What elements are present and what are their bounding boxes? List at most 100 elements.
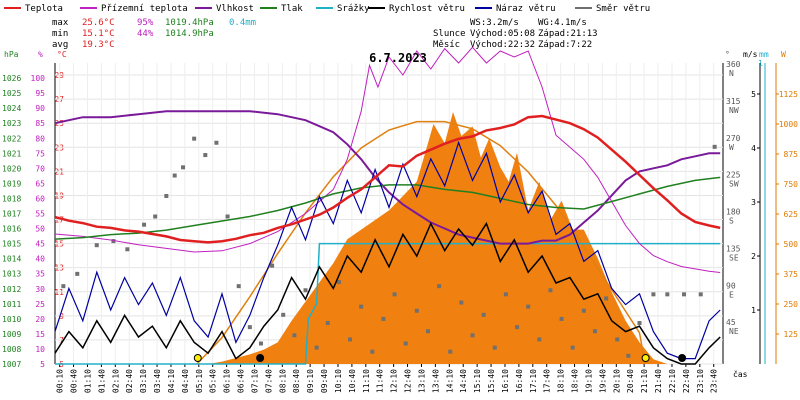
tick-dir: 90 [726,281,736,290]
tick-hpa: 1016 [2,225,21,234]
tick-dir: 225 [726,171,741,180]
tick-x: 07:40 [264,369,273,393]
tick-x: 19:10 [584,369,593,393]
tick-dir-cardinal: SW [729,180,739,189]
chart-title: 6.7.2023 [369,51,427,65]
tick-x: 15:40 [487,369,496,393]
tick-x: 12:10 [390,369,399,393]
tick-x: 09:10 [306,369,315,393]
wind-direction-point [392,292,397,297]
tick-hpa: 1010 [2,315,21,324]
stat-pressure: 1019.4hPa [165,18,214,28]
stat-rain: 0.4mm [229,18,256,28]
tick-pct: 15 [35,330,45,339]
tick-x: 04:40 [181,369,190,393]
tick-x: 14:10 [445,369,454,393]
wind-direction-point [192,136,197,141]
tick-dir-cardinal: NW [729,106,739,115]
tick-x: 05:10 [195,369,204,393]
tick-dir: 270 [726,134,741,143]
tick-x: 18:10 [557,369,566,393]
tick-x: 21:10 [640,369,649,393]
tick-hpa: 1019 [2,179,21,188]
info-sunset: Západ:21:13 [538,29,598,39]
tick-dir-cardinal: E [729,290,734,299]
wind-direction-point [111,239,116,244]
tick-x: 04:10 [167,369,176,393]
stat-pressure: 1014.9hPa [165,29,214,39]
axis-unit-mm: mm [759,50,769,59]
tick-pct: 5 [40,360,45,369]
tick-hpa: 1024 [2,104,21,113]
wind-direction-point [682,292,687,297]
tick-hpa: 1015 [2,240,21,249]
tick-dir: 45 [726,318,736,327]
wind-speed-line [54,221,721,365]
tick-hpa: 1012 [2,285,21,294]
info-sunrise: Východ:05:08 [470,29,535,39]
tick-x: 16:40 [515,369,524,393]
tick-x: 02:10 [111,369,120,393]
tick-w: 125 [784,330,799,339]
wind-direction-point [325,321,330,326]
info-wg: WG:4.1m/s [538,18,587,28]
wind-direction-point [665,292,670,297]
legend: Teplota Přízemní teplota Vlhkost Tlak Srážky… [4,4,650,14]
wind-direction-point [637,321,642,326]
wind-direction-point [172,173,177,178]
info-moonrise: Východ:22:32 [470,40,535,50]
tick-dir: 360 [726,60,741,69]
tick-x: 18:40 [571,369,580,393]
wind-direction-point [425,329,430,334]
tick-w: 625 [784,210,799,219]
tick-pct: 50 [35,225,45,234]
wind-direction-point [592,329,597,334]
tick-ms: 2 [751,252,756,261]
tick-pct: 85 [35,119,45,128]
tick-ms: 3 [751,198,756,207]
wind-direction-point [258,341,263,346]
tick-w: 375 [784,270,799,279]
tick-x: 00:10 [56,369,65,393]
wind-direction-point [537,337,542,342]
tick-x: 20:10 [612,369,621,393]
wind-direction-point [270,263,275,268]
tick-x: 23:10 [696,369,705,393]
tick-x: 03:40 [153,369,162,393]
tick-x: 05:40 [209,369,218,393]
tick-x: 19:40 [598,369,607,393]
axis-unit-ms: m/s [743,50,758,59]
sunset-icon [641,354,650,362]
tick-hpa: 1017 [2,210,21,219]
tick-hpa: 1018 [2,194,21,203]
rain-line [55,242,721,365]
tick-hpa: 1021 [2,149,21,158]
tick-x: 23:40 [710,369,719,393]
tick-x: 10:40 [348,369,357,393]
tick-hpa: 1009 [2,330,21,339]
legend-label: Rychlost větru [389,4,465,14]
tick-pct: 80 [35,134,45,143]
wind-direction-point [336,280,341,285]
wind-direction-point [651,292,656,297]
moonrise-icon [678,354,687,362]
wind-direction-point [292,333,297,338]
stat-label: avg [52,40,68,50]
tick-x: 10:10 [334,369,343,393]
wind-direction-point [125,247,130,252]
axis-unit-w: W [781,50,786,59]
axis-unit-temp: °C [57,50,67,59]
axis-unit-hpa: hPa [4,50,19,59]
tick-hpa: 1013 [2,270,21,279]
axis-unit-pct: % [38,50,43,59]
wind-direction-point [181,165,186,170]
tick-hpa: 1007 [2,360,21,369]
wind-direction-point [370,349,375,354]
plot-area [54,46,721,365]
wind-direction-point [303,288,308,293]
tick-x: 03:10 [139,369,148,393]
legend-label: Přízemní teplota [101,4,188,14]
stat-temp: 15.1°C [82,29,115,39]
legend-label: Srážky [337,4,370,14]
wind-direction-point [236,284,241,289]
